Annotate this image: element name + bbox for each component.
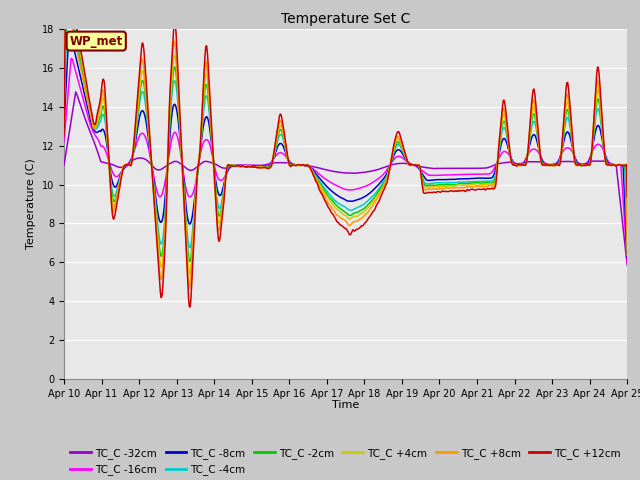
Title: Temperature Set C: Temperature Set C — [281, 12, 410, 26]
X-axis label: Time: Time — [332, 400, 359, 410]
Y-axis label: Temperature (C): Temperature (C) — [26, 158, 36, 250]
Legend: TC_C -32cm, TC_C -16cm, TC_C -8cm, TC_C -4cm, TC_C -2cm, TC_C +4cm, TC_C +8cm, T: TC_C -32cm, TC_C -16cm, TC_C -8cm, TC_C … — [67, 444, 625, 480]
Text: WP_met: WP_met — [70, 35, 123, 48]
